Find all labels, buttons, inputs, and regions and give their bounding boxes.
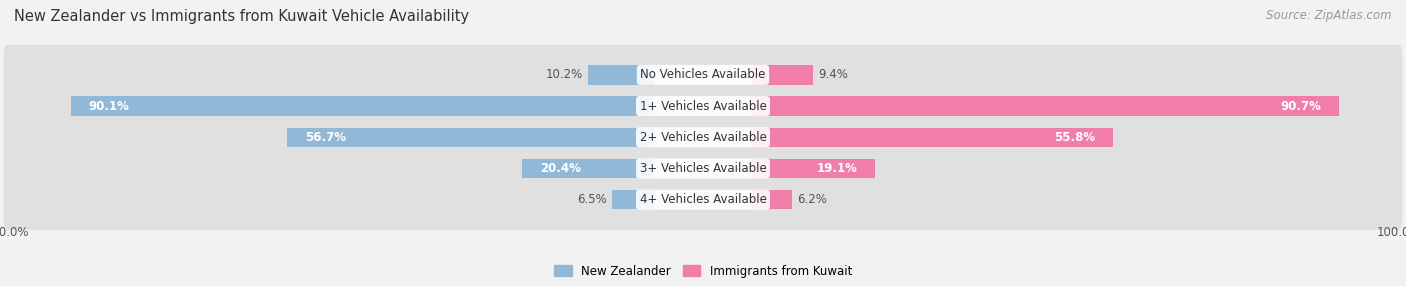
FancyBboxPatch shape [4, 76, 1402, 136]
Text: 55.8%: 55.8% [1054, 131, 1095, 144]
Bar [752, 159, 876, 178]
Text: 9.4%: 9.4% [818, 68, 848, 82]
Bar [612, 190, 654, 209]
Text: New Zealander vs Immigrants from Kuwait Vehicle Availability: New Zealander vs Immigrants from Kuwait … [14, 9, 470, 23]
Text: Source: ZipAtlas.com: Source: ZipAtlas.com [1267, 9, 1392, 21]
Bar [287, 128, 654, 147]
Bar [752, 128, 1114, 147]
Legend: New Zealander, Immigrants from Kuwait: New Zealander, Immigrants from Kuwait [550, 260, 856, 282]
Text: 6.5%: 6.5% [576, 193, 606, 206]
Bar [752, 65, 813, 85]
FancyBboxPatch shape [4, 138, 1402, 199]
FancyBboxPatch shape [4, 169, 1402, 230]
Text: 3+ Vehicles Available: 3+ Vehicles Available [640, 162, 766, 175]
Bar [588, 65, 654, 85]
Text: 20.4%: 20.4% [540, 162, 581, 175]
Bar [72, 96, 654, 116]
Text: 4+ Vehicles Available: 4+ Vehicles Available [640, 193, 766, 206]
Text: 1+ Vehicles Available: 1+ Vehicles Available [640, 100, 766, 113]
Text: 10.2%: 10.2% [546, 68, 582, 82]
Bar [752, 190, 792, 209]
FancyBboxPatch shape [4, 107, 1402, 168]
Text: 90.1%: 90.1% [89, 100, 129, 113]
Text: 56.7%: 56.7% [305, 131, 346, 144]
Text: No Vehicles Available: No Vehicles Available [640, 68, 766, 82]
Text: 19.1%: 19.1% [817, 162, 858, 175]
Text: 2+ Vehicles Available: 2+ Vehicles Available [640, 131, 766, 144]
FancyBboxPatch shape [4, 45, 1402, 105]
Text: 90.7%: 90.7% [1281, 100, 1322, 113]
Bar [522, 159, 654, 178]
Bar [752, 96, 1339, 116]
Text: 6.2%: 6.2% [797, 193, 827, 206]
